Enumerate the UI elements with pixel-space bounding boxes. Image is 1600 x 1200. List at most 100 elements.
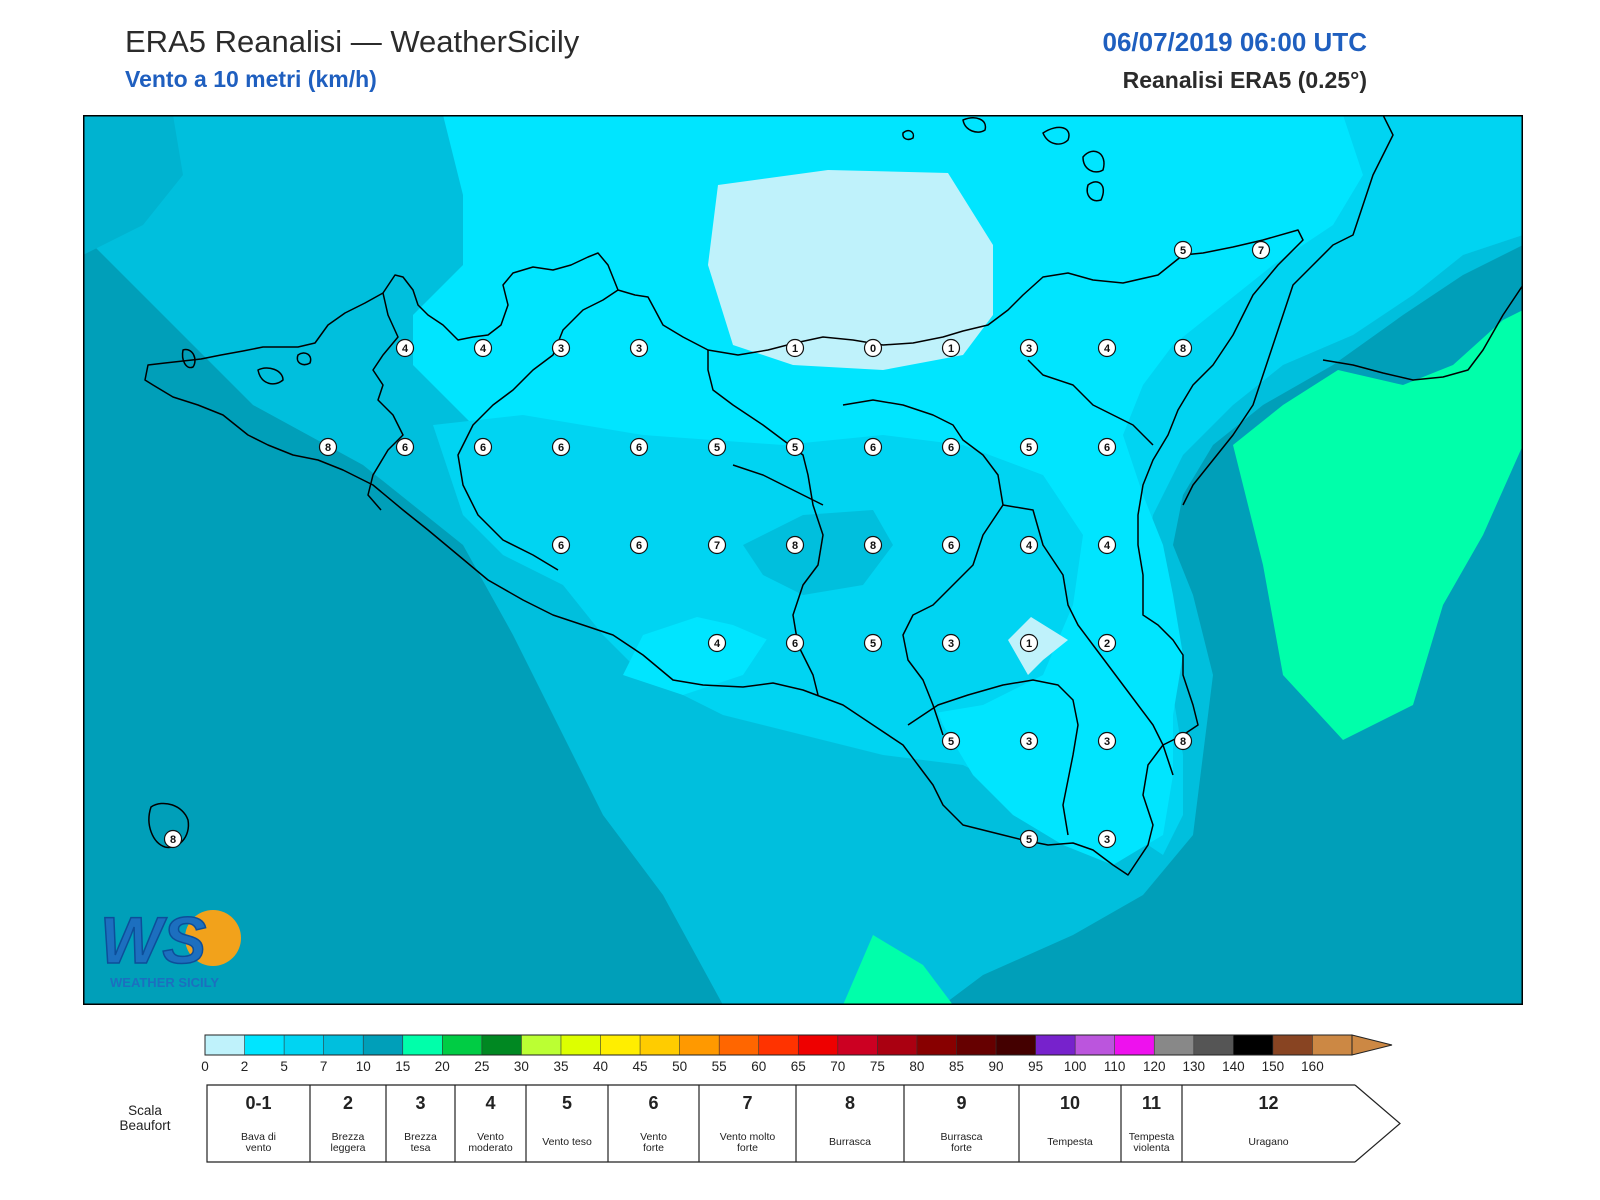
wind-marker: 6 xyxy=(629,535,649,555)
colorbar-tick-label: 0 xyxy=(201,1059,209,1074)
wind-band-7-10-central xyxy=(743,510,893,595)
beaufort-number: 5 xyxy=(562,1093,572,1113)
colorbar-tick-label: 2 xyxy=(241,1059,249,1074)
wind-marker-value: 6 xyxy=(558,540,564,552)
colorbar-tick-label: 30 xyxy=(514,1059,529,1074)
wind-marker-value: 4 xyxy=(480,343,487,355)
wind-marker-value: 5 xyxy=(1180,245,1186,257)
colorbar-swatch xyxy=(1312,1035,1353,1055)
wind-marker-value: 4 xyxy=(1104,540,1111,552)
coastlines xyxy=(144,115,1523,876)
wind-marker-value: 3 xyxy=(1104,834,1110,846)
wind-marker-value: 6 xyxy=(402,442,408,454)
wind-marker-value: 1 xyxy=(792,343,798,355)
map-title: ERA5 Reanalisi — WeatherSicily xyxy=(125,24,580,59)
colorbar-swatch xyxy=(1233,1035,1274,1055)
beaufort-cell: 12 Uragano xyxy=(1248,1093,1288,1148)
beaufort-description: Tempesta xyxy=(1047,1136,1093,1148)
beaufort-description: leggera xyxy=(330,1142,365,1154)
wind-marker: 5 xyxy=(707,437,727,457)
wind-marker-value: 2 xyxy=(1104,638,1110,650)
wind-marker: 6 xyxy=(1097,437,1117,457)
wind-marker-value: 6 xyxy=(1104,442,1110,454)
wind-marker: 8 xyxy=(863,535,883,555)
wind-marker-value: 4 xyxy=(1026,540,1033,552)
colorbar-tick-label: 20 xyxy=(435,1059,450,1074)
aeolian-island-5 xyxy=(902,130,915,141)
beaufort-description: Uragano xyxy=(1248,1136,1288,1148)
map-frame xyxy=(83,115,1523,1005)
wind-marker: 5 xyxy=(785,437,805,457)
beaufort-number: 9 xyxy=(956,1093,966,1113)
beaufort-description: Bava di xyxy=(241,1131,276,1143)
wind-speed-markers: 5 7 4 4 3 3 1 0 1 3 4 8 8 6 6 6 6 5 5 6 6 5 6 6 6 7 8 8 6 4 4 4 6 5 3 1 2 5 3 3… xyxy=(163,240,1271,849)
beaufort-number: 8 xyxy=(845,1093,855,1113)
wind-colorbar: 0 2 5 7 10 15 20 25 30 35 40 45 50 55 60 65 70 75 80 85 90 95… xyxy=(201,1034,1393,1074)
colorbar-tick-label: 80 xyxy=(909,1059,924,1074)
beaufort-description: tesa xyxy=(411,1142,431,1154)
wind-map: 5 7 4 4 3 3 1 0 1 3 4 8 8 6 6 6 6 5 5 6 6 5 6 6 6 7 8 8 6 4 4 4 6 5 3 1 2 5 3 3… xyxy=(83,115,1523,1005)
colorbar-swatch xyxy=(521,1035,562,1055)
colorbar-tick-label: 40 xyxy=(593,1059,608,1074)
wind-marker: 5 xyxy=(1019,437,1039,457)
wind-marker-value: 3 xyxy=(636,343,642,355)
egadi-island-2 xyxy=(257,367,284,385)
logo-caption: WEATHER SICILY xyxy=(110,975,219,990)
wind-marker: 5 xyxy=(941,731,961,751)
province-boundary-messina xyxy=(1027,359,1154,446)
wind-marker: 3 xyxy=(1097,829,1117,849)
beaufort-description: Tempesta xyxy=(1129,1131,1175,1143)
wind-marker: 3 xyxy=(1019,731,1039,751)
colorbar-swatch xyxy=(996,1035,1037,1055)
beaufort-number: 10 xyxy=(1060,1093,1080,1113)
wind-marker: 5 xyxy=(1019,829,1039,849)
forecast-datetime: 06/07/2019 06:00 UTC xyxy=(1102,27,1367,57)
wind-band-15-20-south xyxy=(843,935,953,1005)
wind-marker: 3 xyxy=(941,633,961,653)
colorbar-swatch xyxy=(205,1035,246,1055)
beaufort-description: violenta xyxy=(1133,1142,1169,1154)
wind-band-0-2-southeast xyxy=(1008,617,1068,675)
wind-marker: 8 xyxy=(318,437,338,457)
wind-marker-value: 8 xyxy=(870,540,876,552)
wind-marker: 6 xyxy=(551,535,571,555)
wind-marker: 5 xyxy=(1173,240,1193,260)
beaufort-number: 6 xyxy=(648,1093,658,1113)
colorbar-tick-label: 70 xyxy=(830,1059,845,1074)
calabria-coastline xyxy=(1182,115,1394,506)
wind-marker-value: 5 xyxy=(714,442,720,454)
beaufort-description: Burrasca xyxy=(829,1136,871,1148)
pantelleria-island xyxy=(148,802,190,849)
ustica-island xyxy=(296,352,312,366)
colorbar-swatch xyxy=(560,1035,602,1055)
colorbar-swatch xyxy=(758,1035,799,1055)
wind-marker: 6 xyxy=(473,437,493,457)
wind-marker-value: 3 xyxy=(1104,736,1110,748)
wind-marker-value: 6 xyxy=(558,442,564,454)
colorbar-tick-label: 55 xyxy=(712,1059,727,1074)
beaufort-arrow xyxy=(1354,1084,1401,1163)
wind-marker: 6 xyxy=(941,535,961,555)
wind-marker: 6 xyxy=(551,437,571,457)
beaufort-number: 4 xyxy=(485,1093,495,1113)
wind-marker: 5 xyxy=(863,633,883,653)
wind-marker-value: 1 xyxy=(948,343,954,355)
wind-marker-value: 8 xyxy=(325,442,331,454)
wind-marker-value: 4 xyxy=(714,638,721,650)
colorbar-tick-label: 120 xyxy=(1143,1059,1166,1074)
colorbar-tick-label: 160 xyxy=(1301,1059,1324,1074)
wind-marker: 4 xyxy=(1097,338,1117,358)
legend: 0 2 5 7 10 15 20 25 30 35 40 45 50 55 60 65 70 75 80 85 90 95… xyxy=(119,1034,1401,1163)
beaufort-description: Brezza xyxy=(332,1131,365,1143)
beaufort-number: 2 xyxy=(343,1093,353,1113)
wind-marker: 8 xyxy=(163,829,183,849)
wind-marker: 4 xyxy=(473,338,493,358)
wind-marker: 4 xyxy=(1097,535,1117,555)
beaufort-cell: 8 Burrasca xyxy=(829,1093,871,1148)
wind-marker: 7 xyxy=(1251,240,1271,260)
wind-marker-value: 3 xyxy=(948,638,954,650)
weather-sicily-logo: WS WEATHER SICILY xyxy=(99,902,241,990)
